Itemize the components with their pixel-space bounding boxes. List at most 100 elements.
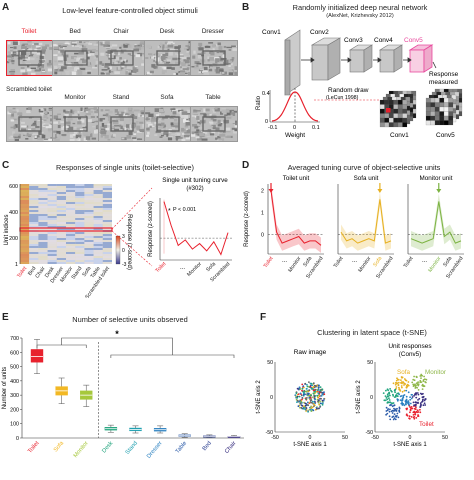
heatmap-cell [93, 202, 103, 204]
tsne-point [313, 386, 316, 389]
box-ytick-300: 300 [10, 393, 19, 399]
box-xlabel-toilet: Toilet [27, 440, 41, 455]
tsne-point [388, 410, 391, 413]
tsne-point [424, 381, 426, 383]
heatmap-cell [20, 234, 30, 236]
heatmap-cell [75, 202, 85, 204]
tsne-point [410, 416, 413, 418]
heatmap-cell [93, 192, 103, 194]
stimulus-image-desk [144, 40, 192, 76]
subplot-xtick: Monitor [427, 256, 442, 274]
heatmap-cell [75, 210, 85, 212]
stimulus-label-desk: Desk [159, 28, 175, 35]
heatmap-cell [102, 224, 112, 226]
conv3-block [348, 44, 374, 73]
heatmap-cell [56, 260, 66, 262]
heatmap-cell [75, 246, 85, 248]
colorbar-tick: 3 [122, 234, 125, 240]
tsne-point [391, 412, 394, 414]
heatmap-cell [66, 188, 76, 190]
heatmap-cell [102, 254, 112, 256]
tsne-point [394, 395, 397, 398]
tsne-point [390, 389, 392, 392]
heatmap-cell [29, 220, 39, 222]
tsne-point [395, 381, 397, 384]
tsne-point [316, 407, 318, 410]
tsne-left-title: Raw image [294, 349, 327, 356]
response-label-line2: measured [429, 79, 458, 86]
tsne-point [302, 385, 305, 388]
tsne-point [389, 388, 391, 390]
conv2-block [310, 37, 342, 81]
heatmap-cell [20, 216, 30, 218]
tsne-point [383, 399, 386, 402]
heatmap-cell [66, 256, 76, 258]
heatmap-cell [29, 202, 39, 204]
heatmap-cell [66, 208, 76, 210]
heatmap-cell [47, 252, 57, 254]
tsne-point [313, 394, 316, 397]
heatmap-cell [93, 250, 103, 252]
tsne-point [315, 390, 318, 393]
heatmap-cell [66, 200, 76, 202]
tsne-point [320, 391, 323, 394]
heatmap-cell [47, 192, 57, 194]
inset-ylabel: Response (z-scored) [148, 201, 154, 257]
box-ytick-200: 200 [10, 407, 19, 413]
heatmap-cell [56, 262, 66, 264]
tsne-point [425, 378, 428, 381]
heatmap-cell [38, 216, 48, 218]
heatmap-cell [29, 208, 39, 210]
tsne-point [398, 411, 401, 413]
layer-label-conv4: Conv4 [374, 37, 393, 44]
heatmap-cell [93, 208, 103, 210]
tsne-point [316, 394, 319, 397]
heatmap-cell [29, 240, 39, 242]
heatmap-cell [20, 200, 30, 202]
heatmap-cell [38, 184, 48, 186]
heatmap-cell [93, 226, 103, 228]
tsne-point [386, 409, 389, 412]
heatmap-cell [75, 186, 85, 188]
heatmap-cell [47, 208, 57, 210]
heatmap-cell [20, 220, 30, 222]
heatmap-cell [29, 206, 39, 208]
heatmap-cell [66, 234, 76, 236]
heatmap-cell [38, 240, 48, 242]
box-xlabel-stand: Stand [125, 440, 139, 455]
heatmap-cell [93, 232, 103, 234]
heatmap-cell [56, 250, 66, 252]
tsne-point [317, 400, 319, 403]
tsne-point [393, 389, 396, 392]
heatmap-cell [20, 186, 30, 188]
heatmap-xtick-7: Sofa [81, 266, 92, 278]
heatmap-cell [29, 196, 39, 198]
tsne-point [409, 398, 412, 401]
heatmap-cell [38, 188, 48, 190]
tsne-point [395, 386, 398, 388]
tsne-point [389, 418, 392, 421]
heatmap-cell [47, 260, 57, 262]
heatmap-cell [38, 238, 48, 240]
tsne-point [382, 392, 385, 394]
box-ytick-400: 400 [10, 379, 19, 385]
heatmap-cell [20, 232, 30, 234]
heatmap-cell [29, 198, 39, 200]
heatmap-cell [38, 214, 48, 216]
heatmap-cell [38, 198, 48, 200]
tsne-point [421, 400, 424, 403]
inset-ellipsis: ... [180, 265, 185, 271]
heatmap-cell [102, 194, 112, 196]
tsne-right-xlabel: t-SNE axis 1 [393, 442, 427, 448]
map-label-conv1: Conv1 [390, 132, 409, 139]
heatmap-cell [56, 218, 66, 220]
tsne-point [407, 391, 410, 394]
tsne-point [299, 392, 302, 395]
network-diagram: Conv1 Conv2 Conv3 Conv4 Conv5 Response m… [256, 29, 463, 139]
heatmap-cell [102, 212, 112, 214]
tsne-point [310, 388, 313, 390]
heatmap-cell [66, 184, 76, 186]
heatmap-cell [56, 254, 66, 256]
heatmap-cell [93, 238, 103, 240]
